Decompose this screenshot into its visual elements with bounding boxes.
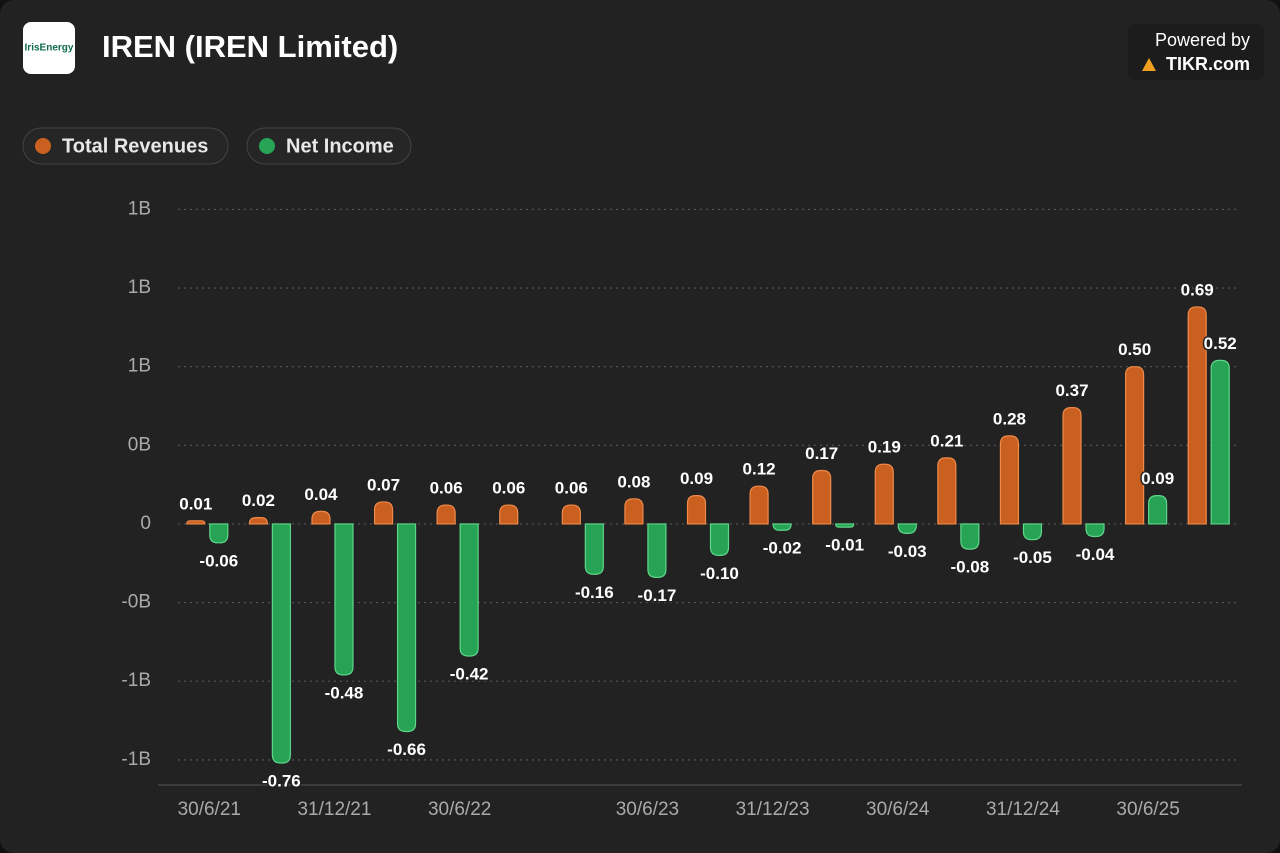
bar (812, 469, 832, 525)
bar (897, 523, 917, 534)
bar (686, 495, 707, 525)
data-label: -0.76 (262, 771, 301, 790)
data-label: -0.17 (638, 586, 677, 605)
data-label: -0.01 (825, 536, 864, 555)
x-tick-label: 31/12/23 (736, 799, 810, 820)
bar (459, 523, 479, 657)
bar (584, 523, 604, 575)
data-label: 0.69 (1181, 280, 1214, 299)
data-label: -0.10 (700, 564, 739, 583)
legend: Total Revenues Net Income (22, 127, 412, 165)
bar (772, 523, 792, 531)
data-label: 0.04 (304, 485, 338, 504)
legend-label: Total Revenues (62, 135, 208, 157)
data-label: 0.37 (1055, 381, 1088, 400)
data-label: 0.50 (1118, 340, 1151, 359)
bar (561, 504, 581, 525)
x-tick-label: 30/6/24 (866, 799, 930, 820)
data-label: 0.09 (680, 469, 713, 488)
bar (248, 517, 268, 525)
data-label: 0.52 (1204, 334, 1237, 353)
data-label: -0.48 (325, 683, 364, 702)
data-label: 0.06 (430, 479, 463, 498)
bar (334, 523, 354, 676)
legend-label: Net Income (286, 135, 394, 157)
powered-box (1128, 24, 1264, 80)
data-label: -0.16 (575, 583, 614, 602)
data-label: 0.21 (930, 431, 963, 450)
bar (499, 504, 519, 525)
data-label: -0.04 (1076, 545, 1115, 564)
bar (209, 523, 229, 544)
data-label: -0.42 (450, 665, 489, 684)
brand: TIKR.com (1166, 54, 1250, 74)
data-label: 0.28 (993, 409, 1026, 428)
y-tick-label: 1B (128, 277, 151, 298)
bar (835, 523, 855, 528)
bar (1187, 306, 1207, 525)
bar (373, 501, 394, 525)
data-label: 0.09 (1141, 469, 1174, 488)
bar (749, 485, 769, 525)
x-tick-label: 31/12/24 (986, 799, 1060, 820)
bar (186, 520, 206, 525)
data-label: 0.08 (617, 472, 650, 491)
tikr-icon (1142, 58, 1156, 71)
bar (624, 498, 644, 525)
data-label: 0.01 (179, 494, 212, 513)
y-tick-label: 0B (128, 434, 151, 455)
data-label: 0.06 (555, 479, 588, 498)
bar (1085, 523, 1105, 538)
x-tick-label: 30/6/22 (428, 799, 491, 820)
bar (1148, 495, 1168, 525)
bar (1125, 366, 1145, 525)
data-label: -0.08 (950, 558, 989, 577)
bar (1210, 359, 1230, 525)
y-tick-label: -0B (121, 592, 151, 613)
bar (311, 510, 331, 525)
y-tick-label: 1B (128, 356, 151, 377)
data-label: -0.05 (1013, 548, 1052, 567)
legend-swatch (259, 138, 275, 154)
x-tick-label: 31/12/21 (297, 799, 371, 820)
data-label: -0.03 (888, 542, 927, 561)
bar (709, 523, 730, 557)
x-tick-label: 30/6/25 (1116, 799, 1179, 820)
y-tick-label: -1B (121, 670, 151, 691)
bar (1062, 406, 1082, 525)
bar (647, 523, 667, 579)
logo-text: IrisEnergy (25, 43, 74, 54)
x-tick-label: 30/6/21 (178, 799, 241, 820)
bar (436, 504, 456, 525)
data-label: 0.19 (868, 438, 901, 457)
legend-item (246, 127, 412, 165)
data-label: -0.06 (199, 551, 238, 570)
data-label: -0.02 (763, 539, 802, 558)
data-label: 0.12 (743, 460, 776, 479)
y-tick-label: -1B (121, 749, 151, 770)
data-label: 0.02 (242, 491, 275, 510)
bar (960, 523, 980, 550)
y-tick-label: 1B (128, 198, 151, 219)
bar (999, 435, 1020, 525)
bar (874, 463, 894, 525)
data-label: 0.07 (367, 475, 400, 494)
data-label: 0.17 (805, 444, 838, 463)
legend-item (22, 127, 229, 165)
logo (23, 22, 75, 74)
data-label: 0.06 (492, 479, 525, 498)
bar (271, 523, 291, 764)
bar (396, 523, 417, 733)
bar (937, 457, 957, 525)
bar (1022, 523, 1043, 541)
chart-title: IREN (IREN Limited) (102, 29, 398, 64)
data-label: -0.66 (387, 740, 426, 759)
y-tick-label: 0 (140, 513, 151, 534)
legend-swatch (35, 138, 51, 154)
powered-by: Powered by (1155, 30, 1250, 50)
x-tick-label: 30/6/23 (616, 799, 679, 820)
